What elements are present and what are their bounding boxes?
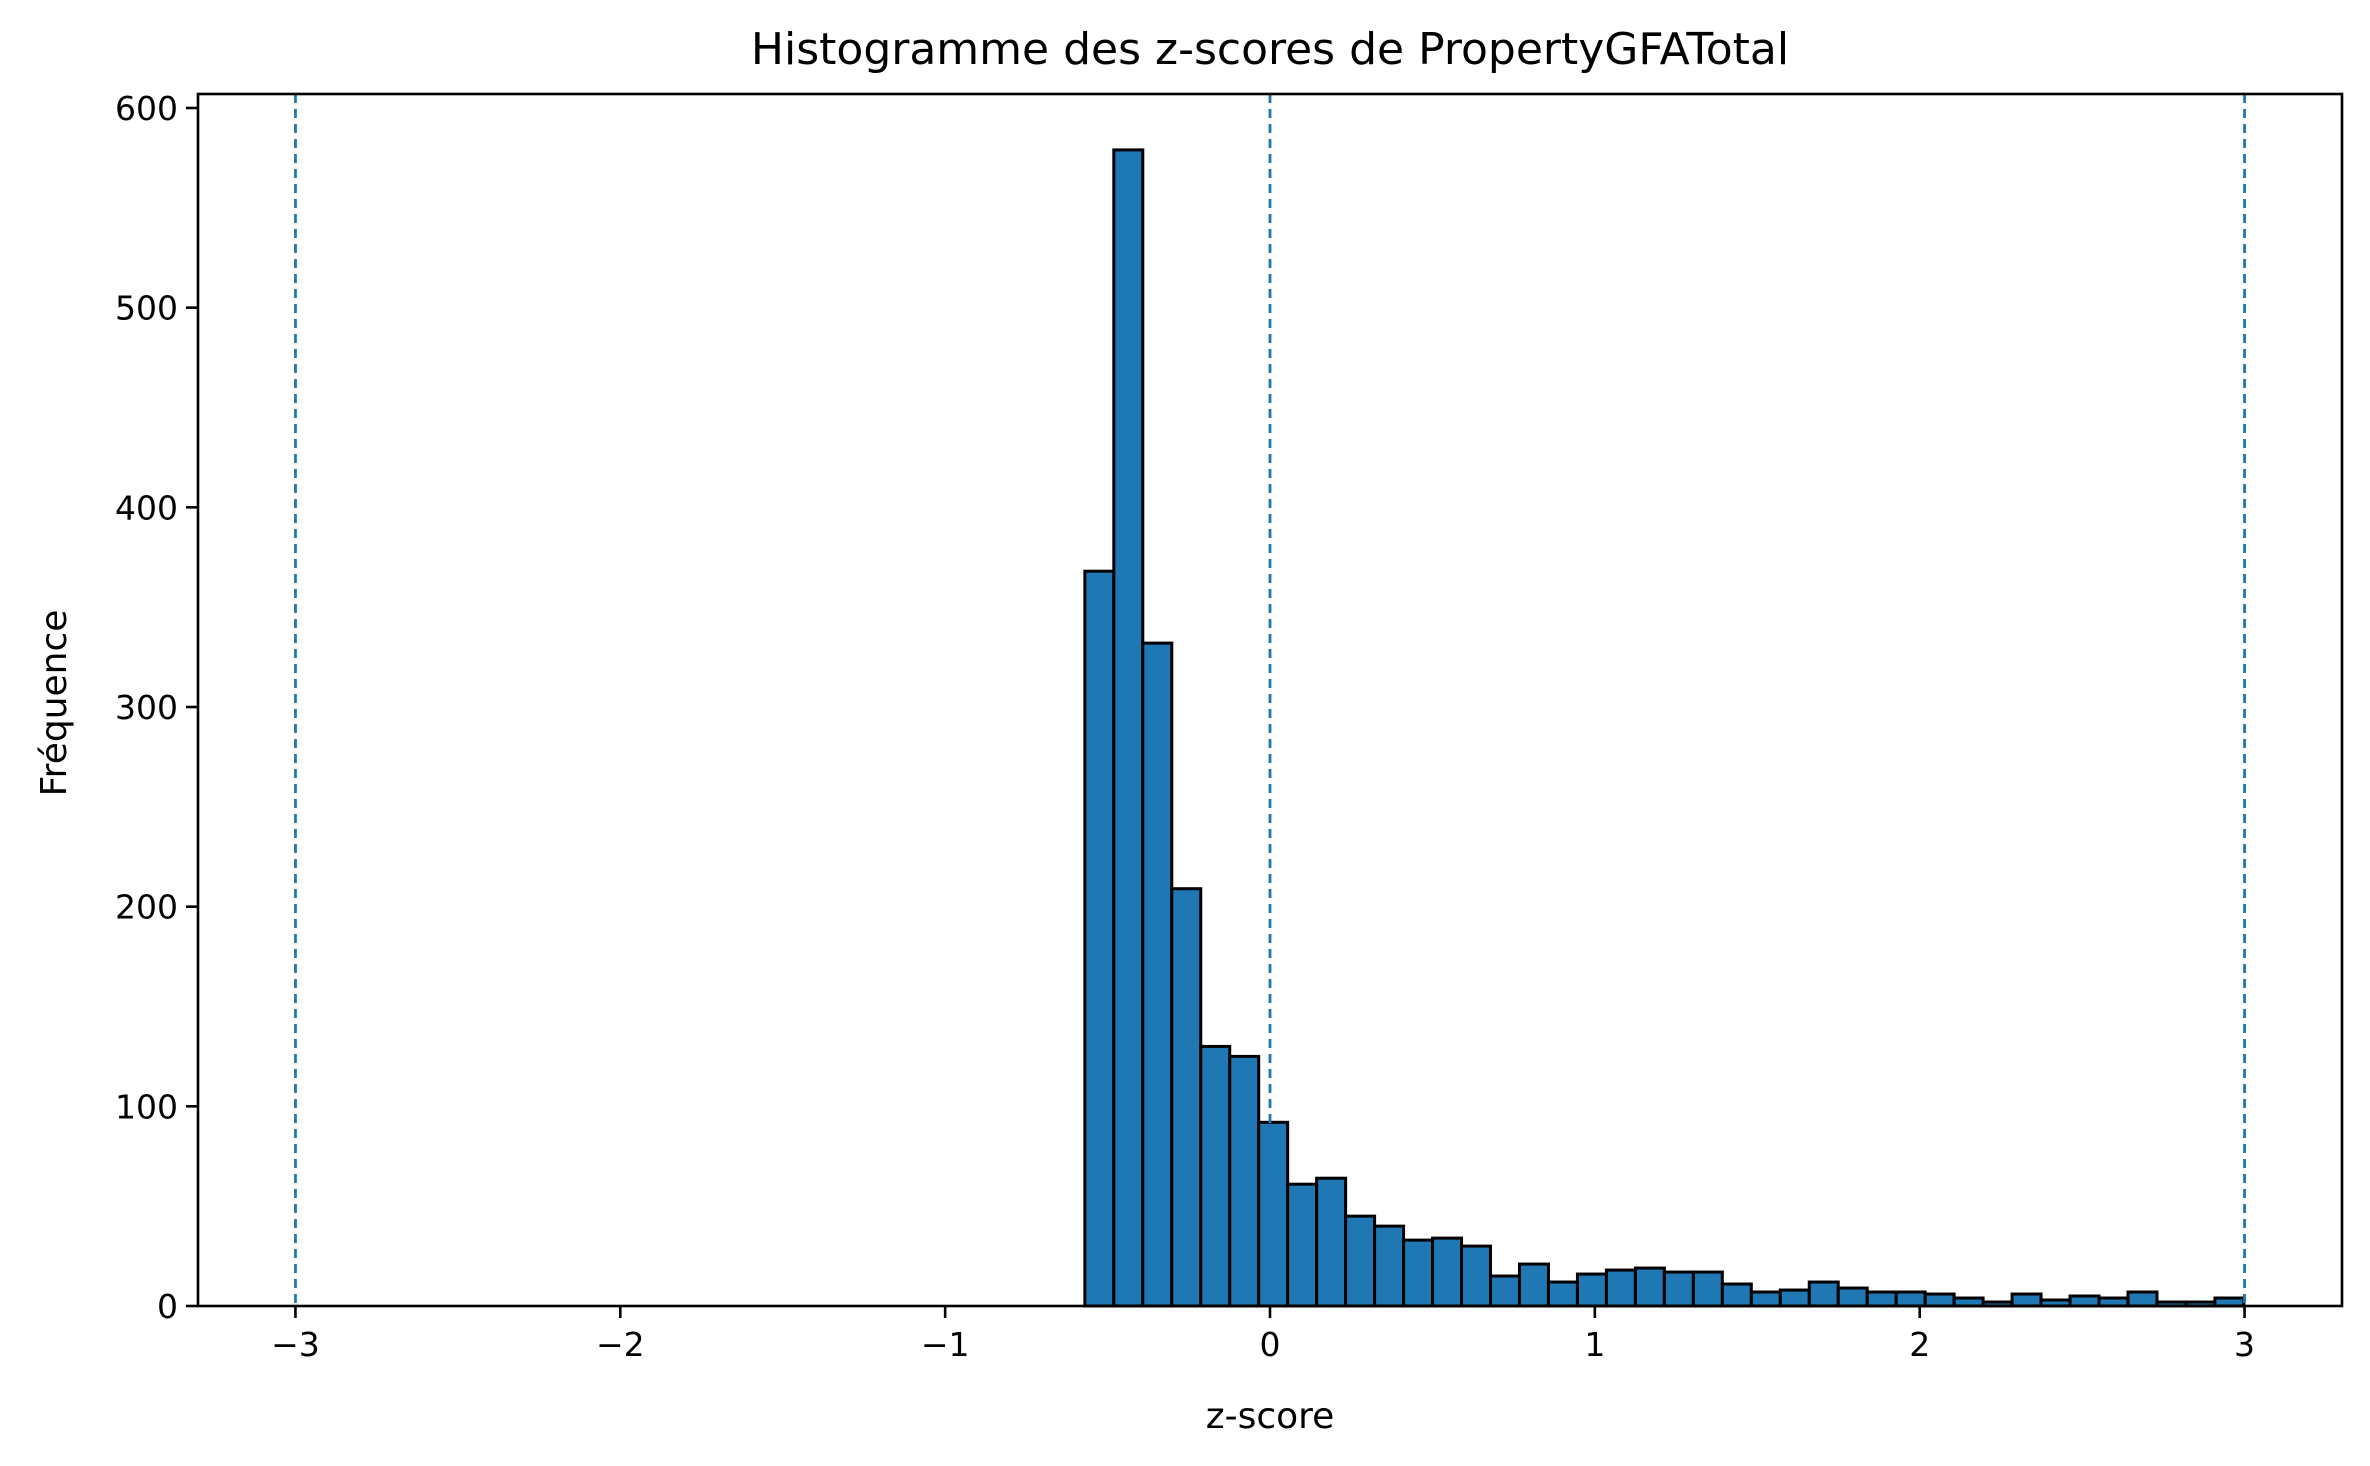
histogram-bar	[1720, 1282, 1753, 1308]
y-tick-label: 400	[115, 488, 178, 527]
histogram-bar	[1604, 1268, 1637, 1308]
histogram-bar	[1257, 1120, 1290, 1308]
histogram-bar	[1489, 1274, 1521, 1308]
y-tick-label: 200	[115, 888, 178, 927]
histogram-bar	[1749, 1290, 1782, 1308]
histogram-bar	[1083, 569, 1116, 1308]
histogram-bar	[1807, 1280, 1840, 1308]
histogram-bar	[2126, 1290, 2159, 1308]
plot-area: −3 −2 −1 0 1 2 3 0 100 200 300 400 500 600	[115, 89, 2344, 1364]
histogram-bar	[1575, 1272, 1608, 1308]
y-axis-label: Fréquence	[34, 610, 75, 797]
histogram-bar	[1141, 641, 1174, 1308]
histogram-bar	[2068, 1294, 2101, 1308]
x-tick-label: 2	[1909, 1325, 1930, 1364]
x-tick-label: 0	[1260, 1325, 1281, 1364]
x-axis-label: z-score	[1206, 1396, 1335, 1437]
y-tick-label: 600	[115, 89, 178, 128]
x-tick-label: 3	[2234, 1325, 2255, 1364]
x-tick-label: −3	[271, 1325, 320, 1364]
y-tick-label: 300	[115, 688, 178, 727]
histogram-bar	[1315, 1176, 1348, 1308]
histogram-bar	[1633, 1266, 1666, 1308]
histogram-bar	[1778, 1288, 1811, 1308]
histogram-bar	[1894, 1290, 1927, 1308]
histogram-bar	[2010, 1292, 2043, 1308]
histogram-bar	[1170, 887, 1203, 1308]
x-tick-label: −2	[596, 1325, 645, 1364]
histogram-bar	[1373, 1224, 1406, 1308]
histogram-bar	[1199, 1044, 1232, 1308]
histogram-bar	[1517, 1262, 1550, 1308]
histogram-bar	[1836, 1286, 1869, 1308]
histogram-bar	[1865, 1290, 1898, 1308]
histogram-bar	[1923, 1292, 1956, 1308]
y-tick-label: 0	[157, 1287, 178, 1326]
histogram-bar	[1691, 1270, 1724, 1308]
histogram-bar	[1228, 1054, 1261, 1308]
chart-title: Histogramme des z-scores de PropertyGFAT…	[751, 24, 1789, 75]
histogram-bar	[1546, 1280, 1579, 1308]
y-tick-label: 100	[115, 1087, 178, 1126]
histogram-bar	[1344, 1214, 1377, 1308]
x-tick-label: −1	[921, 1325, 970, 1364]
histogram-bar	[1662, 1270, 1695, 1308]
histogram-bar	[1460, 1244, 1493, 1308]
y-tick-label: 500	[115, 289, 178, 328]
histogram-bar	[1402, 1238, 1435, 1308]
histogram-bar	[1431, 1236, 1464, 1308]
x-tick-label: 1	[1584, 1325, 1605, 1364]
histogram-bar	[1286, 1182, 1319, 1308]
histogram-bar	[1112, 148, 1145, 1308]
